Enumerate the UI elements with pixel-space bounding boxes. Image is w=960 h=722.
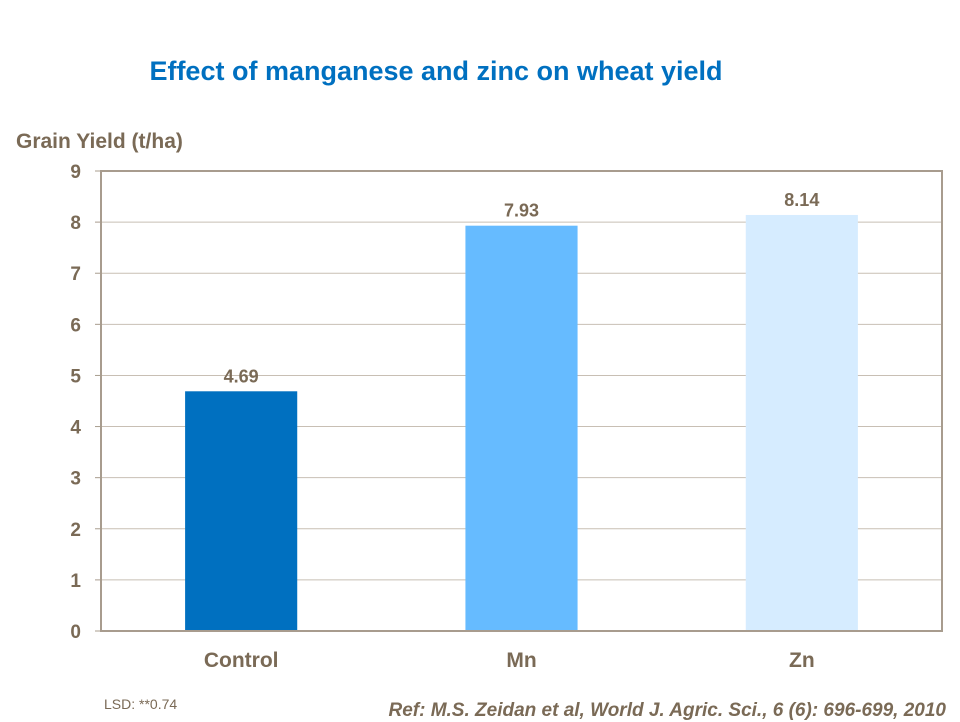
data-label: 7.93: [504, 201, 539, 221]
y-tick-label: 0: [70, 622, 81, 643]
data-label: 4.69: [224, 366, 259, 386]
y-axis-label: Grain Yield (t/ha): [16, 130, 183, 153]
y-tick-label: 8: [70, 213, 81, 234]
y-tick-label: 2: [70, 520, 81, 541]
y-tick-label: 9: [70, 162, 81, 183]
lsd-note: LSD: **0.74: [104, 696, 178, 712]
bar-control: [185, 391, 298, 631]
bar-mn: [465, 225, 578, 631]
y-tick-label: 4: [70, 418, 81, 439]
y-tick-label: 5: [70, 366, 81, 387]
chart-title: Effect of manganese and zinc on wheat yi…: [149, 56, 723, 86]
x-tick-label: Control: [204, 649, 279, 672]
bar-zn: [745, 214, 858, 631]
x-tick-label: Mn: [506, 649, 536, 672]
x-tick-label: Zn: [789, 649, 815, 672]
reference-note: Ref: M.S. Zeidan et al, World J. Agric. …: [388, 700, 946, 721]
y-tick-label: 7: [70, 264, 81, 285]
y-tick-label: 3: [70, 469, 81, 490]
data-label: 8.14: [784, 190, 819, 210]
plot-area-border: [100, 170, 943, 632]
y-tick-label: 1: [70, 571, 81, 592]
y-tick-label: 6: [70, 315, 81, 336]
